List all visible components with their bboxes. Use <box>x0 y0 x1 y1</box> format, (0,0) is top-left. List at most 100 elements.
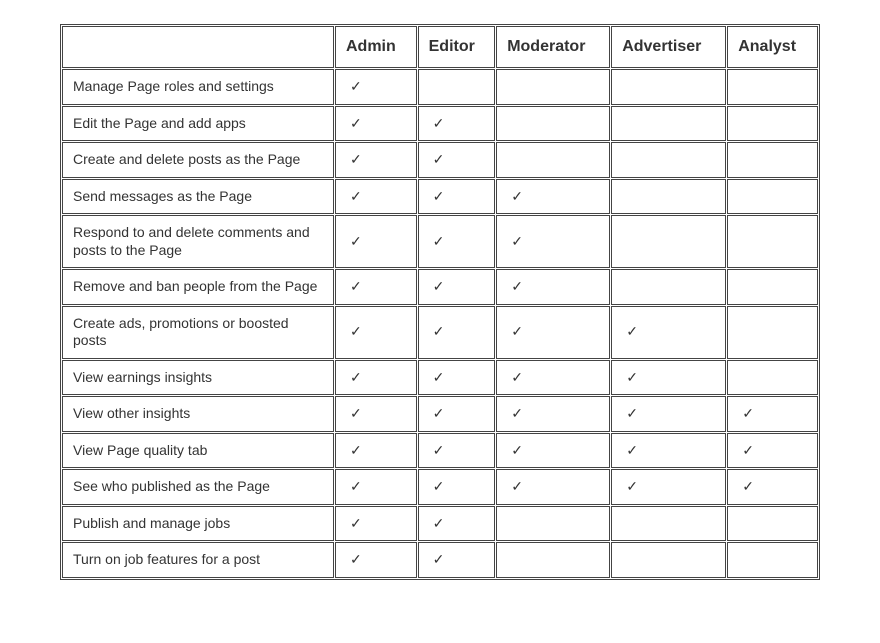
permission-label: Remove and ban people from the Page <box>62 269 334 305</box>
permission-cell: ✓ <box>418 179 496 215</box>
table-row: See who published as the Page ✓ ✓ ✓ ✓ ✓ <box>62 469 818 505</box>
check-icon: ✓ <box>511 233 523 251</box>
permission-cell: ✓ <box>418 542 496 578</box>
permission-cell <box>727 142 818 178</box>
permission-cell: ✓ <box>335 506 417 542</box>
permission-cell: ✓ <box>335 215 417 268</box>
permission-label: Create ads, promotions or boosted posts <box>62 306 334 359</box>
permission-cell <box>727 269 818 305</box>
permission-cell <box>611 269 726 305</box>
permission-cell <box>611 215 726 268</box>
check-icon: ✓ <box>350 405 362 423</box>
check-icon: ✓ <box>350 188 362 206</box>
table-row: Publish and manage jobs✓✓ <box>62 506 818 542</box>
permission-cell <box>496 506 610 542</box>
permission-cell <box>611 106 726 142</box>
permission-cell <box>727 360 818 396</box>
permission-cell <box>496 142 610 178</box>
check-icon: ✓ <box>350 478 362 496</box>
check-icon: ✓ <box>511 405 523 423</box>
permission-cell: ✓ <box>496 433 610 469</box>
permission-label: See who published as the Page <box>62 469 334 505</box>
permission-label: Send messages as the Page <box>62 179 334 215</box>
check-icon: ✓ <box>350 442 362 460</box>
permission-label: Create and delete posts as the Page <box>62 142 334 178</box>
permission-cell <box>496 69 610 105</box>
check-icon: ✓ <box>350 278 362 296</box>
check-icon: ✓ <box>433 405 445 423</box>
permission-cell: ✓ <box>418 215 496 268</box>
permission-cell: ✓ <box>611 306 726 359</box>
header-editor: Editor <box>418 26 496 68</box>
check-icon: ✓ <box>433 323 445 341</box>
check-icon: ✓ <box>350 323 362 341</box>
check-icon: ✓ <box>433 188 445 206</box>
check-icon: ✓ <box>511 323 523 341</box>
permission-cell <box>611 142 726 178</box>
permission-cell: ✓ <box>418 142 496 178</box>
permission-label: Edit the Page and add apps <box>62 106 334 142</box>
permission-cell <box>418 69 496 105</box>
table-row: Manage Page roles and settings✓ <box>62 69 818 105</box>
table-body: Manage Page roles and settings✓Edit the … <box>62 69 818 578</box>
permission-cell: ✓ <box>496 469 610 505</box>
permission-cell: ✓ <box>335 396 417 432</box>
page-roles-permissions-table: Admin Editor Moderator Advertiser Analys… <box>60 24 820 580</box>
permission-cell: ✓ <box>335 360 417 396</box>
permission-cell <box>727 506 818 542</box>
table-row: Create ads, promotions or boosted posts ✓… <box>62 306 818 359</box>
check-icon: ✓ <box>350 115 362 133</box>
check-icon: ✓ <box>511 369 523 387</box>
permission-cell <box>496 542 610 578</box>
permission-cell: ✓ <box>335 142 417 178</box>
permission-cell: ✓ <box>611 433 726 469</box>
table-row: Send messages as the Page ✓ ✓ ✓ <box>62 179 818 215</box>
permission-cell <box>611 506 726 542</box>
permission-cell: ✓ <box>418 360 496 396</box>
check-icon: ✓ <box>626 442 638 460</box>
check-icon: ✓ <box>433 478 445 496</box>
permission-cell: ✓ <box>335 542 417 578</box>
check-icon: ✓ <box>433 551 445 569</box>
permission-cell: ✓ <box>418 106 496 142</box>
permission-cell: ✓ <box>727 433 818 469</box>
table-header-row: Admin Editor Moderator Advertiser Analys… <box>62 26 818 68</box>
check-icon: ✓ <box>511 478 523 496</box>
permission-cell: ✓ <box>418 433 496 469</box>
check-icon: ✓ <box>626 369 638 387</box>
permission-cell: ✓ <box>496 360 610 396</box>
permission-cell <box>727 179 818 215</box>
table-row: View Page quality tab ✓ ✓ ✓ ✓ ✓ <box>62 433 818 469</box>
permission-cell: ✓ <box>335 469 417 505</box>
check-icon: ✓ <box>742 478 754 496</box>
permission-cell: ✓ <box>727 396 818 432</box>
permission-cell: ✓ <box>418 396 496 432</box>
table-row: View other insights✓✓✓✓✓ <box>62 396 818 432</box>
check-icon: ✓ <box>433 115 445 133</box>
check-icon: ✓ <box>626 323 638 341</box>
header-advertiser: Advertiser <box>611 26 726 68</box>
check-icon: ✓ <box>350 151 362 169</box>
check-icon: ✓ <box>433 369 445 387</box>
check-icon: ✓ <box>433 278 445 296</box>
check-icon: ✓ <box>511 188 523 206</box>
permission-cell: ✓ <box>335 106 417 142</box>
check-icon: ✓ <box>626 478 638 496</box>
check-icon: ✓ <box>350 551 362 569</box>
permission-cell <box>727 542 818 578</box>
permission-cell <box>727 106 818 142</box>
permission-label: View earnings insights <box>62 360 334 396</box>
permission-label: View Page quality tab <box>62 433 334 469</box>
check-icon: ✓ <box>433 233 445 251</box>
header-admin: Admin <box>335 26 417 68</box>
permission-cell: ✓ <box>335 433 417 469</box>
permission-cell <box>727 69 818 105</box>
check-icon: ✓ <box>433 442 445 460</box>
permission-cell: ✓ <box>611 360 726 396</box>
permission-cell: ✓ <box>611 396 726 432</box>
permission-cell <box>727 215 818 268</box>
permission-cell <box>611 542 726 578</box>
permission-label: Manage Page roles and settings <box>62 69 334 105</box>
permission-label: Turn on job features for a post <box>62 542 334 578</box>
table-row: Turn on job features for a post ✓ ✓ <box>62 542 818 578</box>
